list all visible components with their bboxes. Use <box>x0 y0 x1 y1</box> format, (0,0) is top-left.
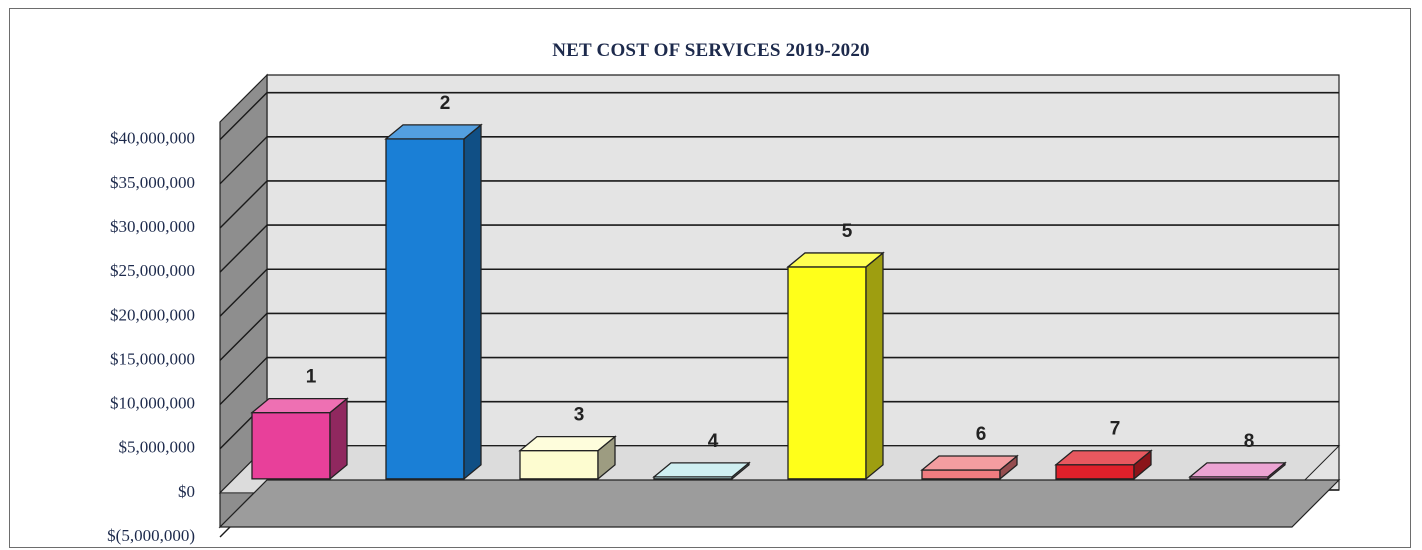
bar-top-6 <box>920 455 1019 471</box>
data-label-7: 7 <box>1110 419 1121 440</box>
base-slab <box>218 479 1341 528</box>
y-tick-label: $25,000,000 <box>110 261 195 280</box>
y-tick-label: $30,000,000 <box>110 217 195 236</box>
gridline-side <box>219 136 268 185</box>
bar-6 <box>921 469 1001 480</box>
bar-side-5 <box>865 251 884 481</box>
y-tick-label: $35,000,000 <box>110 173 195 192</box>
bar-3 <box>519 449 599 480</box>
bar-top-5 <box>786 252 885 268</box>
data-label-3: 3 <box>574 405 585 426</box>
y-tick-label: $10,000,000 <box>110 394 195 413</box>
bar-top-7 <box>1054 450 1153 466</box>
bar-1 <box>251 411 331 480</box>
y-tick-label: $(5,000,000) <box>107 526 195 545</box>
bar-5 <box>787 266 867 480</box>
gridline-side <box>219 268 268 317</box>
y-tick-label: $0 <box>178 482 195 501</box>
bar-top-3 <box>518 435 617 452</box>
data-label-4: 4 <box>708 431 719 452</box>
bar-side-2 <box>463 123 482 481</box>
data-label-2: 2 <box>440 93 451 114</box>
data-label-5: 5 <box>842 221 853 242</box>
gridline-side <box>219 180 268 229</box>
bar-top-1 <box>250 397 349 414</box>
gridline-side <box>219 92 268 141</box>
bar-2 <box>385 138 465 480</box>
bar-top-8 <box>1188 462 1287 478</box>
bar-top-2 <box>384 124 483 140</box>
y-tick-label: $15,000,000 <box>110 349 195 368</box>
data-label-8: 8 <box>1244 431 1255 452</box>
bar-7 <box>1055 464 1135 480</box>
chart-title: NET COST OF SERVICES 2019-2020 <box>552 40 870 61</box>
bar-top-4 <box>652 462 751 478</box>
data-label-6: 6 <box>976 424 987 445</box>
data-label-1: 1 <box>306 367 317 388</box>
y-tick-label: $40,000,000 <box>110 129 195 148</box>
y-tick-label: $5,000,000 <box>119 438 196 457</box>
y-tick-label: $20,000,000 <box>110 305 195 324</box>
gridline-side <box>219 224 268 273</box>
gridline-side <box>219 312 268 361</box>
gridline-side <box>219 357 268 406</box>
